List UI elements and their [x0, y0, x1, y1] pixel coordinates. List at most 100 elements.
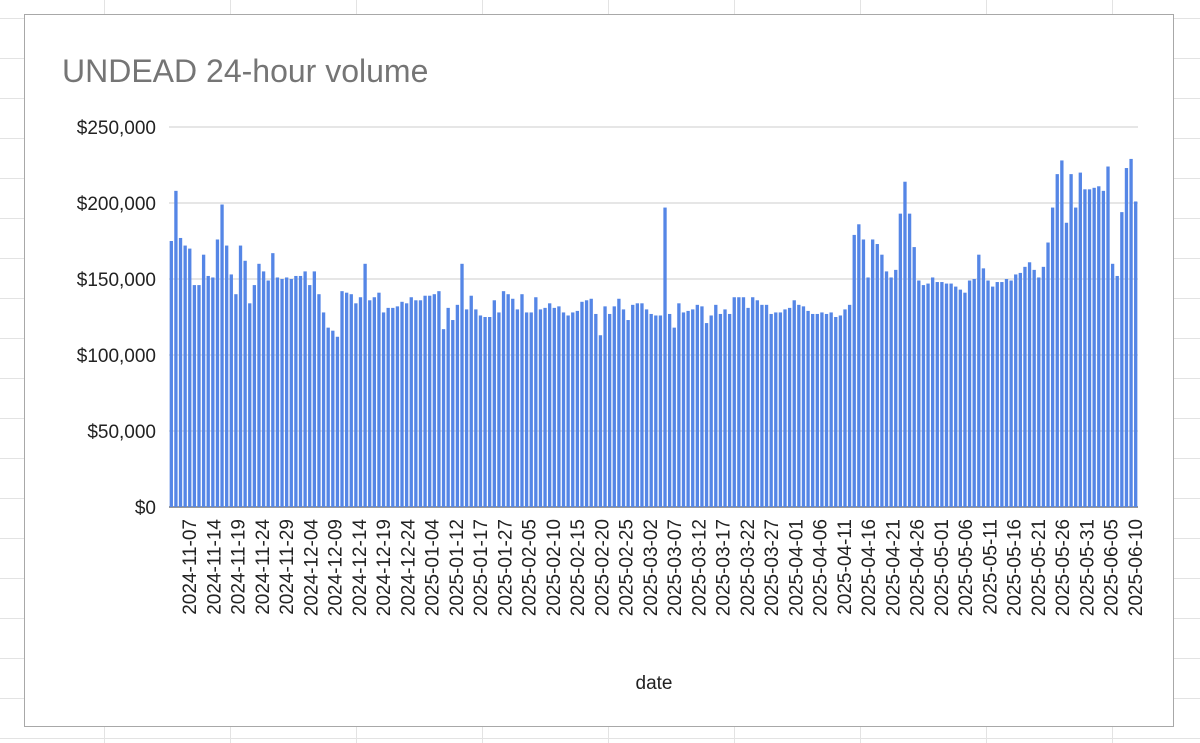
x-tick-label: 2025-06-05 — [1102, 519, 1123, 616]
bar — [409, 297, 413, 507]
x-tick-label: 2024-12-24 — [398, 519, 419, 617]
bar — [1050, 207, 1055, 507]
bar — [243, 260, 247, 507]
bar — [769, 313, 773, 507]
bar — [492, 300, 496, 507]
bar — [1055, 174, 1059, 507]
bar — [1074, 207, 1078, 507]
x-tick-label: 2025-02-20 — [592, 519, 613, 616]
bar — [497, 312, 501, 507]
bar — [917, 280, 921, 507]
bar — [1004, 279, 1009, 507]
bar — [201, 254, 206, 507]
bar — [926, 283, 930, 507]
bar — [889, 277, 893, 507]
bar — [1110, 263, 1115, 507]
x-tick-label: 2024-11-07 — [180, 519, 201, 615]
chart-title: UNDEAD 24-hour volume — [62, 53, 428, 89]
bar — [640, 303, 644, 507]
bar — [658, 315, 663, 507]
bar — [663, 207, 667, 507]
bar — [446, 307, 450, 507]
x-tick-label: 2024-12-14 — [350, 519, 371, 617]
bar — [580, 301, 584, 507]
bar — [474, 309, 478, 507]
bar — [995, 282, 999, 507]
bar — [1032, 269, 1036, 507]
bar — [358, 297, 363, 507]
bar — [880, 254, 884, 507]
bar — [506, 294, 510, 507]
y-tick-label: $200,000 — [77, 194, 156, 215]
x-tick-label: 2025-04-16 — [859, 519, 880, 616]
x-tick-label: 2024-11-19 — [229, 519, 250, 615]
x-tick-label: 2025-05-21 — [1029, 519, 1050, 616]
x-tick-label: 2025-03-02 — [641, 519, 662, 616]
y-tick-label: $250,000 — [77, 118, 156, 139]
bar — [847, 304, 852, 507]
bar — [188, 248, 192, 507]
bar — [183, 245, 187, 507]
bar — [760, 304, 764, 507]
bar — [871, 239, 875, 508]
x-tick-label: 2025-02-10 — [544, 519, 565, 616]
bar — [815, 313, 819, 507]
x-tick-label: 2024-12-19 — [374, 519, 395, 616]
bar — [229, 274, 233, 507]
bar — [1000, 282, 1004, 507]
x-tick-label: 2025-02-15 — [568, 519, 589, 616]
bar — [1106, 166, 1110, 507]
bar — [700, 306, 704, 507]
bar — [275, 277, 280, 507]
bar — [211, 277, 215, 507]
bar — [963, 292, 967, 507]
bar — [548, 303, 552, 507]
bar — [529, 312, 533, 507]
bar — [824, 313, 829, 507]
x-tick-label: 2025-05-01 — [932, 519, 953, 616]
chart-frame: UNDEAD 24-hour volume $0 $50,000 $100,000 $… — [24, 14, 1174, 727]
x-tick-label: 2025-01-27 — [495, 519, 516, 616]
bar — [1069, 174, 1073, 507]
bar — [561, 312, 566, 507]
x-tick-label: 2024-11-24 — [253, 519, 274, 615]
bar — [603, 306, 607, 507]
bar — [1064, 222, 1069, 507]
bar — [797, 304, 801, 507]
bar — [538, 309, 543, 507]
bar — [727, 313, 732, 507]
bar — [792, 300, 796, 507]
bar — [584, 300, 589, 507]
bar — [1134, 201, 1138, 508]
bar — [778, 312, 783, 507]
bar — [894, 269, 898, 507]
bar — [1014, 274, 1018, 507]
bar — [626, 320, 630, 507]
bar — [303, 271, 307, 507]
bar — [857, 224, 861, 507]
bar — [732, 297, 736, 507]
bar — [326, 327, 330, 507]
bar — [875, 244, 879, 508]
bar — [898, 213, 903, 507]
x-tick-label: 2025-05-16 — [1005, 519, 1026, 616]
bar — [746, 307, 750, 507]
bars — [169, 158, 1138, 508]
bar — [428, 295, 432, 507]
bar — [261, 271, 266, 507]
bar — [935, 282, 939, 507]
bar — [1009, 280, 1013, 507]
bar — [986, 280, 990, 507]
bar — [972, 279, 976, 507]
bar — [621, 309, 626, 507]
bar — [954, 286, 958, 507]
bar — [423, 295, 427, 507]
bar — [340, 291, 344, 507]
bar — [843, 309, 847, 507]
bar — [921, 285, 926, 507]
bar — [478, 315, 483, 507]
bar — [1041, 266, 1046, 507]
bar — [460, 263, 464, 507]
x-tick-label: 2025-03-22 — [738, 519, 759, 616]
bar — [404, 303, 409, 507]
